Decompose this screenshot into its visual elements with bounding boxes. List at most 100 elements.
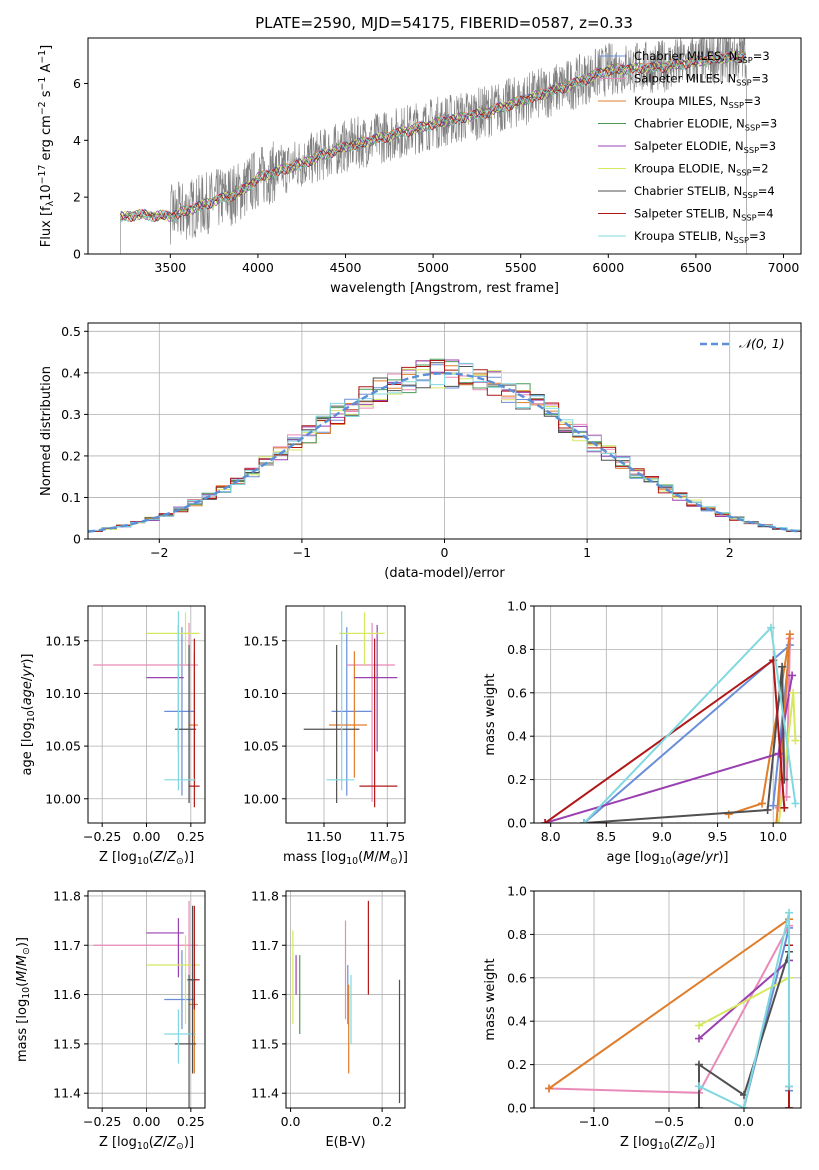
weight_vs_age-axes (534, 605, 801, 824)
x-tick-label: −0.5 (654, 1114, 684, 1129)
mass-weight-marker (541, 819, 550, 823)
y-tick-label: 10.05 (243, 739, 279, 754)
x-tick-label: 0.00 (133, 829, 161, 844)
x-tick-label: 11.50 (306, 829, 342, 844)
legend-label: 𝒩(0, 1) (739, 336, 785, 351)
legend-label: Kroupa MILES, NSSP=3 (634, 94, 761, 110)
x-tick-label: 2 (726, 545, 734, 560)
mass-weight-marker (763, 805, 772, 814)
y-tick-label: 10.10 (45, 686, 81, 701)
mass-weight-marker (758, 799, 767, 808)
x-tick-label: 6500 (680, 260, 712, 275)
errorbar-point (359, 638, 398, 808)
mass-weight-marker (785, 1104, 793, 1108)
y-tick-label: 10.05 (45, 739, 81, 754)
y-tick-label: 0.2 (507, 1057, 527, 1072)
mass_vs_ebv-frame: 0.0 0.2 11.4 11.5 11.6 11.7 11.8 E(B-V) (251, 888, 406, 1150)
x-tick-label: 0.25 (177, 1114, 205, 1129)
mass_vs_Z-xlabel: Z [log10(Z/Z⊙)] (99, 1135, 194, 1152)
x-tick-label: −1.0 (579, 1114, 609, 1129)
x-tick-label: 4000 (242, 260, 274, 275)
legend-label: Salpeter MILES, NSSP=3 (634, 72, 769, 88)
errorbar-point (146, 935, 200, 1025)
y-tick-label: 10.15 (45, 633, 81, 648)
age_vs_mass-plot-area (303, 611, 398, 808)
errorbar-point (354, 624, 398, 752)
x-tick-label: 0 (441, 545, 449, 560)
y-tick-label: 1.0 (507, 884, 527, 899)
x-tick-label: 9.5 (708, 829, 728, 844)
y-tick-label: 0.8 (507, 642, 527, 657)
x-tick-label: 0.00 (133, 1114, 161, 1129)
y-tick-label: 0.4 (507, 729, 527, 744)
y-tick-label: 11.4 (251, 1086, 279, 1101)
mass-weight-marker (785, 1082, 793, 1091)
age_vs_mass-frame: 11.50 11.75 10.00 10.05 10.10 10.15 mass [log1… (243, 605, 408, 867)
y-tick-label: 11.8 (53, 888, 81, 903)
errorbar-point (331, 627, 373, 796)
legend-label: Chabrier STELIB, NSSP=4 (634, 184, 775, 200)
y-tick-label: 11.5 (53, 1036, 81, 1051)
mass-weight-marker (785, 630, 794, 639)
mass-weight-marker (772, 819, 781, 823)
mass-weight-line (544, 658, 786, 823)
mass_vs_ebv-axes (286, 891, 405, 1108)
residuals-frame: −2 −1 0 1 2 0 0.1 0.2 0.3 0.4 0.5 (data-model)/erro… (39, 322, 802, 581)
spectrum-frame: 3500 4000 4500 5000 5500 6000 6500 7000 0 2 4 6 wave… (37, 37, 802, 296)
mass_vs_Z-frame: −0.25 0.00 0.25 11.4 11.5 11.6 11.7 11.8 Z [log1… (15, 888, 206, 1152)
y-tick-label: 0.4 (61, 365, 81, 380)
errorbar-point (189, 979, 198, 1074)
weight_vs_age-frame: 8.0 8.5 9.0 9.5 10.0 0.0 0.2 0.4 0.6 0.8 1.0 age [l… (483, 599, 802, 867)
x-tick-label: 9.0 (652, 829, 672, 844)
y-tick-label: 11.8 (251, 888, 279, 903)
weight_vs_Z-ylabel: mass weight (483, 958, 498, 1040)
figure-title: PLATE=2590, MJD=54175, FIBERID=0587, z=0… (255, 14, 633, 32)
axes-frame (533, 890, 802, 1109)
age_vs_Z-ylabel: age [log10(age/yr)] (20, 653, 37, 775)
y-tick-label: 2 (73, 190, 81, 205)
model-spectrum (120, 52, 746, 223)
weight_vs_Z-axes (534, 890, 801, 1109)
y-tick-label: 0 (73, 247, 81, 262)
y-tick-label: 11.6 (251, 987, 279, 1002)
legend-label: Salpeter ELODIE, NSSP=3 (634, 139, 776, 155)
y-tick-label: 11.7 (251, 938, 279, 953)
mass-weight-marker (789, 688, 798, 697)
y-tick-label: 10.10 (243, 686, 279, 701)
x-tick-label: 10.0 (759, 829, 787, 844)
y-tick-label: 1.0 (507, 599, 527, 614)
age_vs_Z-frame: −0.25 0.00 0.25 10.00 10.05 10.10 10.15 Z [log1… (20, 605, 206, 867)
y-tick-label: 10.00 (243, 791, 279, 806)
axes-frame (87, 37, 802, 255)
mass-weight-marker (791, 736, 800, 745)
age_vs_Z-xlabel: Z [log10(Z/Z⊙)] (99, 850, 194, 867)
x-tick-label: −0.25 (83, 829, 121, 844)
mass-weight-marker (695, 1060, 703, 1069)
y-tick-label: 6 (73, 76, 81, 91)
mass-weight-line (698, 976, 790, 1027)
x-tick-label: 6000 (592, 260, 624, 275)
mass-weight-line (584, 666, 786, 823)
mass-weight-marker (740, 1104, 748, 1108)
mass-weight-marker (778, 662, 787, 671)
y-tick-label: 10.15 (243, 633, 279, 648)
y-tick-label: 0.2 (61, 448, 81, 463)
x-tick-label: 0.25 (177, 829, 205, 844)
age_vs_mass-xlabel: mass [log10(M/M⊙)] (283, 850, 408, 867)
y-tick-label: 11.4 (53, 1086, 81, 1101)
mass-weight-marker (774, 819, 783, 823)
residuals-plot-area (88, 358, 801, 534)
spectrum-ylabel: Flux [fλ10−17 erg cm−2 s−1 A−1] (37, 45, 56, 247)
x-tick-label: 8.5 (596, 829, 616, 844)
y-tick-label: 0.0 (507, 816, 527, 831)
legend-label: Chabrier ELODIE, NSSP=3 (634, 117, 777, 133)
errorbar-point (189, 651, 198, 778)
age_vs_Z-plot-area (93, 611, 200, 808)
mass-weight-marker (774, 749, 783, 758)
axes-frame (533, 605, 802, 824)
y-tick-label: 0.8 (507, 927, 527, 942)
legend-label: Kroupa ELODIE, NSSP=2 (634, 162, 769, 178)
axes-frame (285, 890, 406, 1109)
y-tick-label: 0.4 (507, 1014, 527, 1029)
